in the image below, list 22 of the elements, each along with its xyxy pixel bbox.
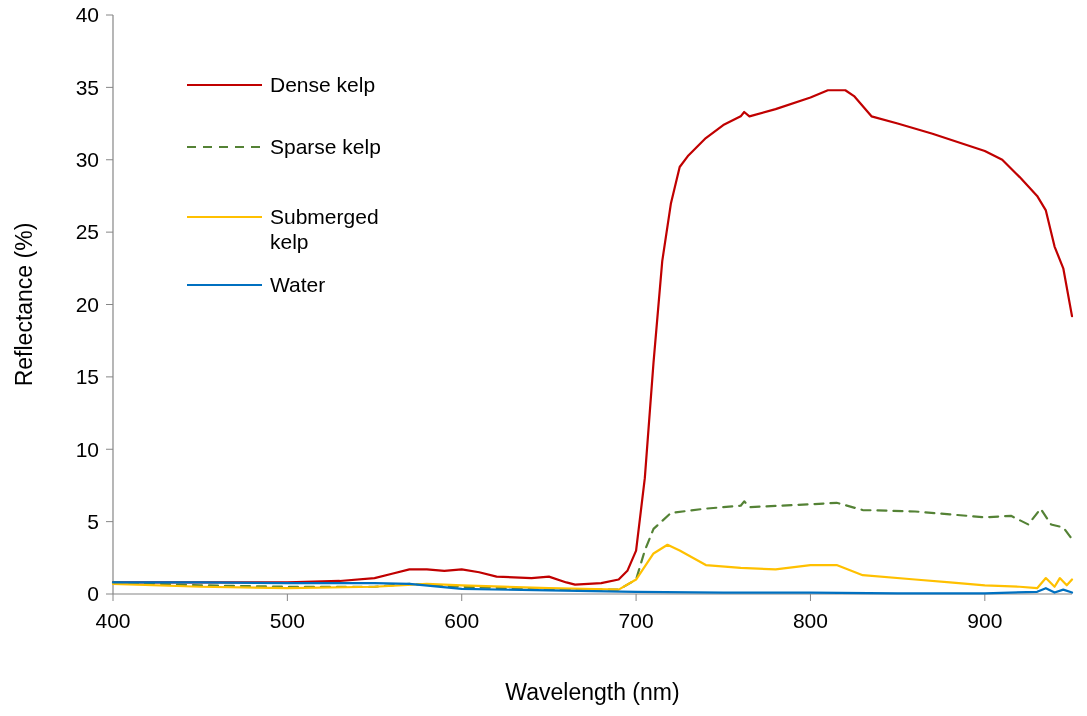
y-tick-label: 20 — [75, 292, 99, 316]
legend-label: Water — [270, 273, 326, 297]
x-tick-label: 400 — [95, 609, 131, 632]
y-tick-label: 40 — [75, 3, 99, 27]
y-tick-label: 25 — [75, 220, 99, 244]
y-tick-label: 10 — [75, 437, 99, 461]
x-axis-title: Wavelength (nm) — [505, 679, 680, 705]
x-tick-label: 500 — [269, 609, 305, 632]
legend-label: Sparse kelp — [270, 135, 381, 159]
y-tick-label: 0 — [87, 582, 99, 606]
y-tick-label: 15 — [75, 365, 99, 389]
y-tick-label: 30 — [75, 148, 99, 172]
y-axis-title: Reflectance (%) — [11, 222, 37, 387]
y-tick-label: 5 — [87, 509, 99, 533]
legend-label: Dense kelp — [270, 73, 376, 97]
x-tick-label: 900 — [967, 609, 1003, 632]
x-tick-label: 800 — [792, 609, 828, 632]
x-tick-label: 600 — [444, 609, 480, 632]
x-tick-label: 700 — [618, 609, 654, 632]
y-tick-label: 35 — [75, 75, 99, 99]
legend-label: Submerged kelp — [270, 205, 379, 253]
line-series — [111, 543, 1074, 591]
